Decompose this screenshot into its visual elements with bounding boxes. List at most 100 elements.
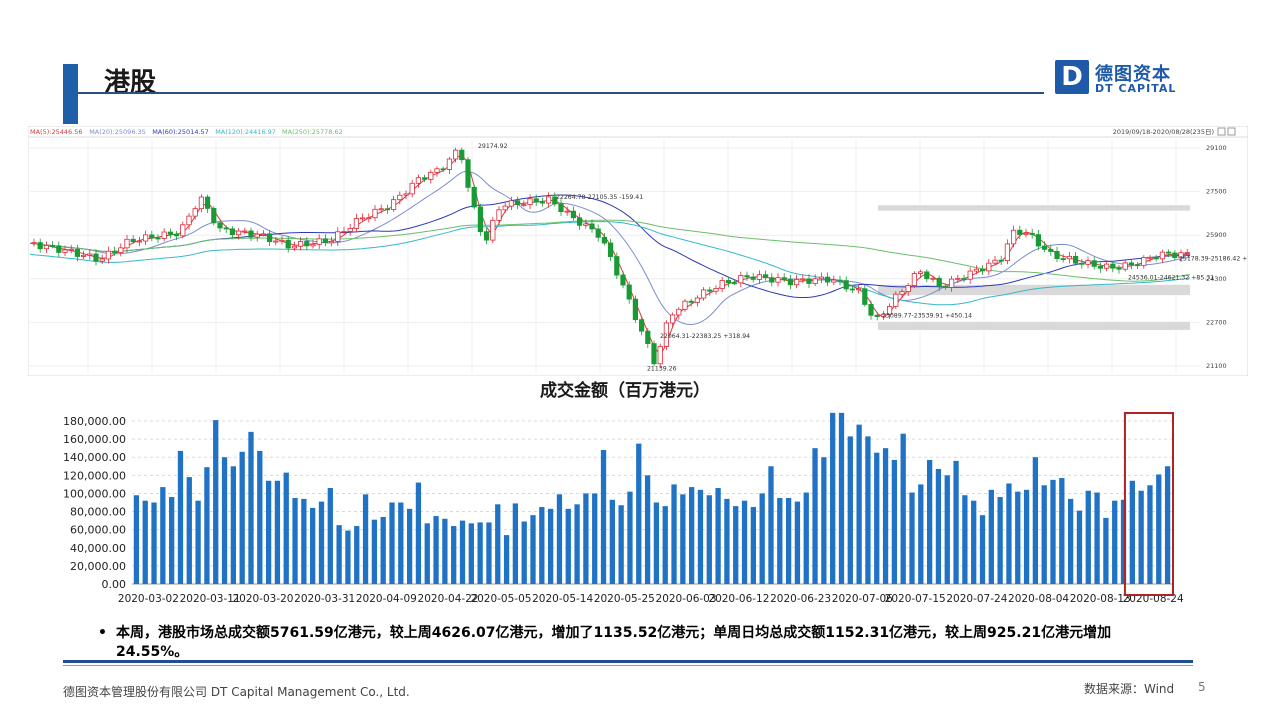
candle-body: [483, 231, 490, 241]
volume-bar: [777, 497, 783, 584]
candle-body: [701, 289, 707, 299]
candle-body: [918, 271, 924, 274]
y-tick-label: 80,000.00: [70, 506, 126, 519]
candle-body: [732, 282, 738, 285]
candle-body: [1073, 255, 1079, 264]
candle-body: [1184, 252, 1190, 254]
volume-bar: [926, 459, 933, 584]
volume-bar: [653, 502, 660, 584]
candle-body: [781, 277, 787, 280]
volume-bar: [1094, 492, 1100, 584]
candle-body: [608, 242, 614, 257]
bullet-dot: •: [98, 625, 107, 641]
ma20-line: [29, 170, 1191, 326]
candle-body: [347, 228, 353, 232]
turnover-bar-chart: 0.00 20,000.00 40,000.00 60,000.00 80,000.00…: [60, 404, 1220, 610]
volume-bar: [865, 436, 871, 584]
candle-body: [657, 346, 663, 365]
candle-body: [880, 313, 887, 317]
candle-body: [595, 228, 601, 238]
volume-bar: [1041, 485, 1047, 584]
candle-body: [837, 279, 843, 282]
x-tick-label: 2020-05-25: [594, 593, 655, 605]
volume-bar: [847, 436, 853, 584]
volume-bar: [1147, 485, 1153, 584]
candle-body: [670, 314, 676, 324]
candle-body: [577, 217, 583, 226]
candle-body: [428, 171, 434, 180]
candle-body: [1054, 251, 1060, 259]
candle-body: [242, 230, 248, 233]
candle-body: [304, 241, 310, 247]
candle-body: [682, 300, 688, 310]
volume-bar: [1103, 517, 1109, 584]
x-tick-label: 2020-06-23: [770, 593, 831, 605]
volume-bar: [1085, 490, 1091, 584]
candle-body: [949, 278, 955, 288]
volume-bar: [689, 487, 695, 584]
candle-body: [521, 204, 527, 207]
candle-body: [1029, 232, 1035, 235]
volume-bar: [636, 443, 642, 584]
candle-body: [893, 293, 899, 307]
ma-legend-label: MA(250):25778.62: [282, 128, 343, 136]
candle-body: [763, 274, 769, 279]
volume-bar: [292, 497, 298, 584]
volume-bar: [997, 497, 1003, 584]
candle-body: [143, 234, 149, 242]
candle-body: [1153, 256, 1159, 260]
volume-bar: [512, 503, 519, 584]
candle-body: [688, 300, 694, 303]
candle-body: [620, 274, 626, 286]
candle-body: [415, 177, 422, 184]
volume-bar: [697, 489, 704, 584]
volume-bar: [618, 505, 624, 584]
candle-body: [1066, 255, 1072, 260]
volume-bar: [627, 491, 633, 584]
volume-bar: [539, 507, 545, 584]
candle-body: [986, 262, 992, 272]
x-tick-label: 2020-03-31: [294, 593, 355, 605]
title-accent-bar: [63, 64, 78, 124]
x-tick-label: 2020-07-06: [832, 593, 893, 605]
candle-body: [81, 254, 87, 257]
candle-body: [558, 203, 564, 213]
candle-body: [328, 241, 335, 244]
candle-body: [632, 298, 639, 321]
candle-body: [285, 239, 291, 249]
candle-body: [527, 198, 533, 206]
x-tick-label: 2020-07-24: [946, 593, 1007, 605]
volume-bar: [944, 475, 950, 584]
volume-bar: [142, 500, 148, 584]
candle-body: [440, 168, 446, 171]
candle-body: [105, 250, 111, 260]
candle-body: [1091, 260, 1097, 267]
candle-body: [397, 194, 403, 201]
ma-legend-label: MA(5):25446.56: [30, 128, 82, 136]
volume-bar: [477, 522, 483, 584]
volume-bar: [283, 472, 289, 584]
summary-text: 本周，港股市场总成交额5761.59亿港元，较上周4626.07亿港元，增加了1…: [116, 625, 1112, 660]
candle-body: [707, 289, 713, 292]
candle-body: [297, 241, 304, 247]
candle-body: [235, 230, 242, 236]
candle-body: [973, 268, 980, 272]
candle-body: [477, 206, 484, 233]
footer-company: 德图资本管理股份有限公司 DT Capital Management Co., …: [63, 685, 410, 699]
volume-bar: [133, 495, 140, 584]
candle-body: [471, 186, 477, 208]
candle-body: [248, 230, 254, 238]
candle-body: [1048, 249, 1054, 252]
x-tick-label: 2020-03-20: [232, 593, 293, 605]
volume-bar: [882, 448, 889, 584]
candle-body: [49, 245, 56, 247]
candle-body: [905, 285, 911, 293]
volume-bar: [733, 506, 739, 584]
x-tick-label: 2020-06-03: [656, 593, 717, 605]
volume-svg: 0.00 20,000.00 40,000.00 60,000.00 80,000.00…: [63, 412, 1184, 605]
volume-bar: [1120, 499, 1127, 584]
volume-chart-title: 成交金额（百万港元）: [540, 381, 710, 401]
volume-bar: [406, 508, 413, 584]
volume-bar: [962, 495, 968, 584]
candle-body: [725, 280, 732, 284]
